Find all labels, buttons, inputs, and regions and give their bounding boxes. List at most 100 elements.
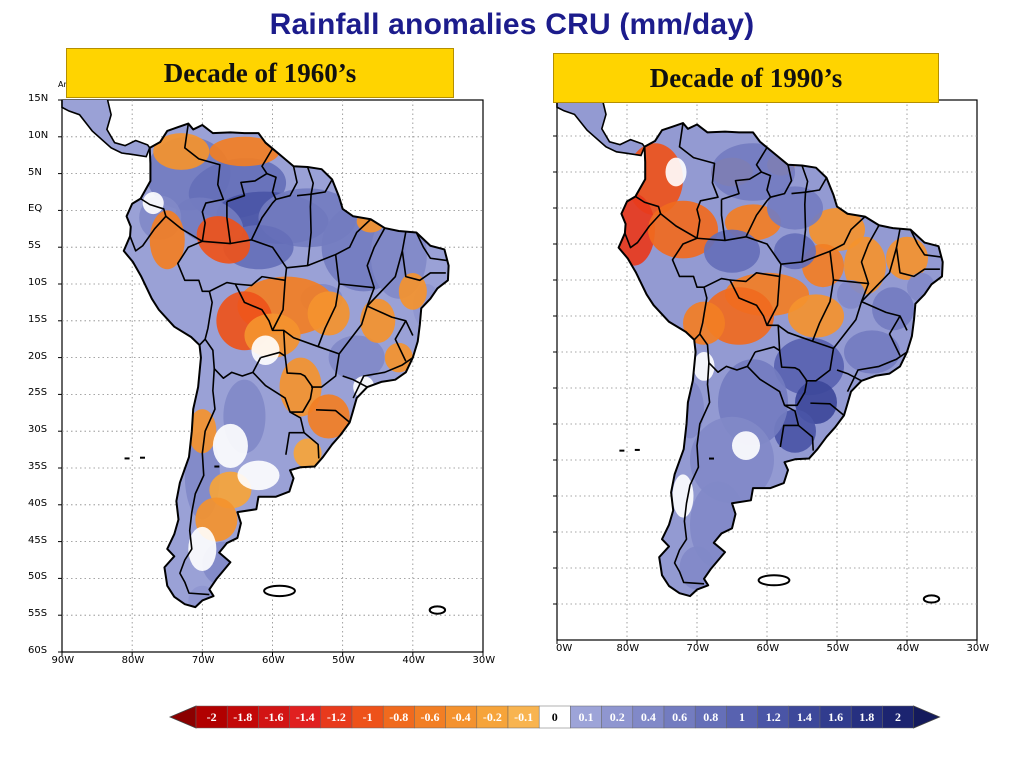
anomaly-patch <box>328 335 385 380</box>
colorbar-label: -1.8 <box>233 710 253 724</box>
island-mark <box>709 457 714 460</box>
country-border <box>179 368 216 596</box>
country-border <box>836 369 862 382</box>
lon-label: 40W <box>896 643 920 654</box>
lon-label: 50W <box>332 655 355 666</box>
island <box>922 594 941 604</box>
central-america-coast <box>556 99 646 157</box>
map-title: Rainfall anomalies CRU (mm/day) <box>269 8 755 41</box>
lat-label: 55S <box>28 608 48 620</box>
country-border <box>310 179 333 195</box>
anomaly-patch <box>844 236 886 295</box>
anomaly-patch <box>398 272 427 310</box>
country-border <box>888 315 901 356</box>
country-border <box>401 231 446 282</box>
panel-1960s: Ar Decade of 1960’s <box>0 0 512 680</box>
colorbar-arrow-right <box>913 705 941 729</box>
country-border <box>283 329 340 355</box>
colorbar-label: -1.4 <box>295 710 315 724</box>
country-border <box>394 320 407 362</box>
country-border <box>805 177 828 193</box>
central-america-coast <box>61 99 151 158</box>
anomaly-patch <box>384 342 413 373</box>
country-border <box>693 286 708 341</box>
country-border <box>801 192 807 263</box>
anomaly-patch <box>293 438 322 468</box>
lat-label: 15N <box>28 93 49 104</box>
country-border <box>226 201 232 244</box>
country-border <box>129 197 167 252</box>
lon-label: 0W <box>556 643 573 654</box>
anomaly-patch <box>184 431 220 520</box>
country-border <box>699 333 756 373</box>
anomaly-patch <box>279 357 322 417</box>
country-border <box>720 199 726 241</box>
anomaly-patch <box>613 193 655 266</box>
colorbar-label: 0.1 <box>578 710 594 724</box>
neutral-patch <box>672 474 694 518</box>
country-border <box>746 350 808 407</box>
neutral-patch <box>732 431 760 460</box>
country-border <box>721 147 768 201</box>
island-mark <box>214 465 220 468</box>
country-border <box>415 232 447 262</box>
anomaly-patch <box>209 136 280 167</box>
lon-label: 60W <box>756 643 780 654</box>
lon-label: 90W <box>51 655 75 666</box>
country-border <box>306 194 312 266</box>
colorbar-label: -1.2 <box>326 710 346 724</box>
country-border <box>805 224 880 382</box>
anomaly-patch <box>360 298 396 343</box>
island-mark <box>634 448 640 451</box>
lat-label: 45S <box>28 534 48 546</box>
lat-label: 10N <box>28 129 49 141</box>
anomaly-patch <box>307 394 350 439</box>
island-mark <box>124 457 130 460</box>
neutral-patch <box>188 526 217 572</box>
country-border <box>366 305 414 336</box>
lat-label: 35S <box>28 461 48 472</box>
corner-mark: Ar <box>58 80 67 89</box>
country-border <box>204 338 262 380</box>
country-border <box>703 277 781 353</box>
country-border <box>342 375 368 388</box>
lat-label: 40S <box>28 497 48 509</box>
colorbar-label: 1.8 <box>859 710 875 724</box>
lon-label: 80W <box>616 643 640 654</box>
lat-label: 5N <box>28 166 42 178</box>
country-border <box>250 198 277 241</box>
neutral-patch <box>251 335 280 365</box>
country-border <box>226 148 274 203</box>
colorbar-label: 1.2 <box>765 710 781 724</box>
map-1990s <box>553 99 978 644</box>
anomaly-patch <box>307 291 350 336</box>
neutral-patch <box>212 423 248 469</box>
island-mark <box>619 449 625 452</box>
island-mark <box>139 456 145 459</box>
colorbar-label: -0.1 <box>514 710 534 724</box>
lat-label: 10S <box>28 277 48 288</box>
country-border <box>285 431 305 455</box>
island <box>757 574 791 587</box>
country-border <box>252 356 314 413</box>
country-border <box>829 216 866 281</box>
country-border <box>183 123 225 242</box>
country-border <box>777 324 834 350</box>
colorbar-label: 0.4 <box>640 710 656 724</box>
country-border <box>315 409 351 423</box>
country-border <box>366 250 404 307</box>
country-border <box>311 227 386 388</box>
neutral-patch <box>665 157 687 187</box>
anomaly-patch <box>837 280 865 309</box>
lon-label: 30W <box>966 643 990 654</box>
lat-label: 60S <box>28 645 48 656</box>
country-border <box>334 218 372 285</box>
colorbar-label: 1.4 <box>796 710 812 724</box>
island <box>428 605 447 615</box>
neutral-patch <box>142 192 164 215</box>
lon-label: 70W <box>686 643 710 654</box>
lat-label: EQ <box>28 203 43 215</box>
country-border <box>296 166 314 197</box>
colorbar-label: 1.6 <box>828 710 844 724</box>
